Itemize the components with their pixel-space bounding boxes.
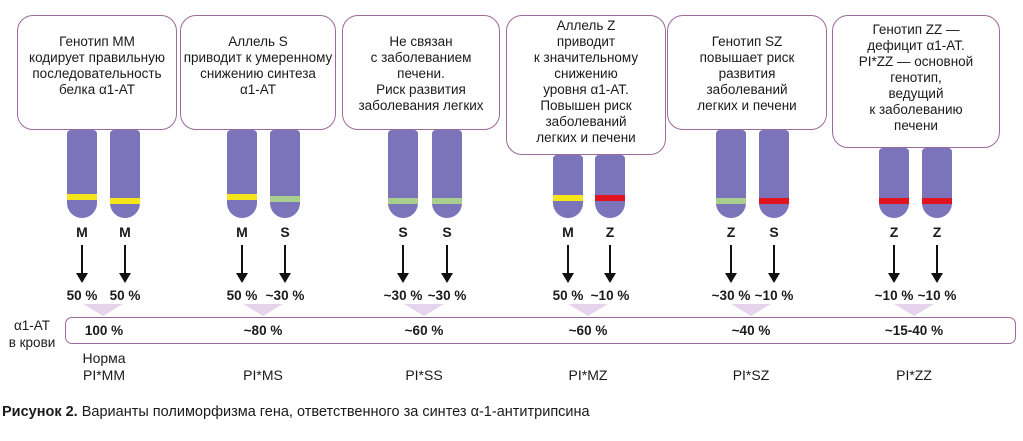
merge-triangle-icon: [894, 304, 934, 316]
blood-level: ~60 %: [404, 323, 444, 338]
arrow-down-icon: [604, 245, 616, 283]
chromosome-right: [270, 130, 300, 218]
blood-level: ~15-40 %: [884, 323, 944, 338]
caption-text: Варианты полиморфизма гена, ответственно…: [77, 404, 590, 420]
description-box-mm: Генотип MM кодирует правильную последова…: [17, 15, 177, 130]
allele-band: [553, 195, 583, 201]
chromosome-left: [67, 130, 97, 218]
allele-percent: 50 %: [66, 288, 98, 303]
allele-band: [716, 198, 746, 204]
allele-label: M: [119, 224, 131, 240]
description-box-zz: Генотип ZZ — дефицит α1-AT. PI*ZZ — осно…: [832, 15, 1000, 148]
chromosome-left: [879, 148, 909, 218]
description-box-sz: Генотип SZ повышает риск развития заболе…: [667, 15, 827, 130]
allele-band: [922, 198, 952, 204]
description-box-mz: Аллель Z приводит к значительному снижен…: [506, 15, 666, 155]
arrow-down-icon: [888, 245, 900, 283]
arrow-down-icon: [768, 245, 780, 283]
allele-label: M: [76, 224, 88, 240]
merge-triangle-icon: [731, 304, 771, 316]
allele-percent: ~30 %: [265, 288, 305, 303]
description-box-ss: Не связан с заболеванием печени. Риск ра…: [342, 15, 500, 130]
allele-label: M: [236, 224, 248, 240]
allele-percent: 50 %: [109, 288, 141, 303]
description-text: Аллель Z приводит к значительному снижен…: [533, 18, 639, 145]
description-text: Генотип ZZ — дефицит α1-AT. PI*ZZ — осно…: [858, 22, 974, 133]
merge-triangle-icon: [404, 304, 444, 316]
chromosome-left: [553, 155, 583, 218]
allele-percent: ~10 %: [590, 288, 630, 303]
figure-caption: Рисунок 2. Варианты полиморфизма гена, о…: [2, 404, 590, 420]
description-text: Генотип MM кодирует правильную последова…: [29, 34, 165, 97]
arrow-down-icon: [441, 245, 453, 283]
merge-triangle-icon: [243, 304, 283, 316]
allele-band: [759, 198, 789, 204]
genotype-note: Норма: [82, 350, 126, 366]
arrow-down-icon: [119, 245, 131, 283]
arrow-down-icon: [279, 245, 291, 283]
allele-percent: 50 %: [226, 288, 258, 303]
allele-band: [879, 198, 909, 204]
arrow-down-icon: [236, 245, 248, 283]
allele-label: Z: [726, 224, 736, 240]
chromosome-left: [227, 130, 257, 218]
allele-percent: ~10 %: [874, 288, 914, 303]
genotype-label: PI*MM: [83, 367, 125, 383]
merge-triangle-icon: [83, 304, 123, 316]
chromosome-right: [922, 148, 952, 218]
chromosome-right: [595, 155, 625, 218]
allele-band: [388, 198, 418, 204]
genotype-label: PI*MZ: [568, 367, 608, 383]
allele-percent: ~30 %: [383, 288, 423, 303]
allele-band: [595, 195, 625, 201]
blood-level: 100 %: [84, 323, 124, 338]
allele-label: S: [398, 224, 408, 240]
allele-label: M: [562, 224, 574, 240]
genotype-label: PI*ZZ: [896, 367, 932, 383]
allele-band: [110, 198, 140, 204]
arrow-down-icon: [562, 245, 574, 283]
allele-percent: ~10 %: [754, 288, 794, 303]
allele-band: [432, 198, 462, 204]
caption-label: Рисунок 2.: [2, 404, 78, 420]
blood-level-bar: [65, 317, 1016, 344]
arrow-down-icon: [76, 245, 88, 283]
genotype-label: PI*SS: [405, 367, 443, 383]
chromosome-left: [716, 130, 746, 218]
allele-percent: ~10 %: [917, 288, 957, 303]
description-text: Не связан с заболеванием печени. Риск ра…: [358, 34, 484, 113]
chromosome-right: [759, 130, 789, 218]
chromosome-left: [388, 130, 418, 218]
genotype-label: PI*MS: [243, 367, 283, 383]
allele-band: [227, 194, 257, 200]
allele-percent: ~30 %: [711, 288, 751, 303]
blood-level: ~40 %: [731, 323, 771, 338]
allele-label: Z: [932, 224, 942, 240]
allele-percent: ~30 %: [427, 288, 467, 303]
allele-label: S: [280, 224, 290, 240]
description-text: Генотип SZ повышает риск развития заболе…: [697, 34, 797, 113]
description-box-ms: Аллель S приводит к умеренному снижению …: [180, 15, 336, 130]
allele-label: S: [442, 224, 452, 240]
arrow-down-icon: [725, 245, 737, 283]
allele-label: S: [769, 224, 779, 240]
allele-percent: 50 %: [552, 288, 584, 303]
description-text: Аллель S приводит к умеренному снижению …: [183, 34, 333, 97]
chromosome-right: [432, 130, 462, 218]
allele-label: Z: [605, 224, 615, 240]
genotype-label: PI*SZ: [732, 367, 770, 383]
arrow-down-icon: [931, 245, 943, 283]
allele-label: Z: [889, 224, 899, 240]
chromosome-right: [110, 130, 140, 218]
blood-level-axis-label: α1-AT в крови: [8, 318, 56, 350]
merge-triangle-icon: [568, 304, 608, 316]
allele-band: [270, 196, 300, 202]
arrow-down-icon: [397, 245, 409, 283]
blood-level: ~60 %: [568, 323, 608, 338]
allele-band: [67, 194, 97, 200]
blood-level: ~80 %: [243, 323, 283, 338]
